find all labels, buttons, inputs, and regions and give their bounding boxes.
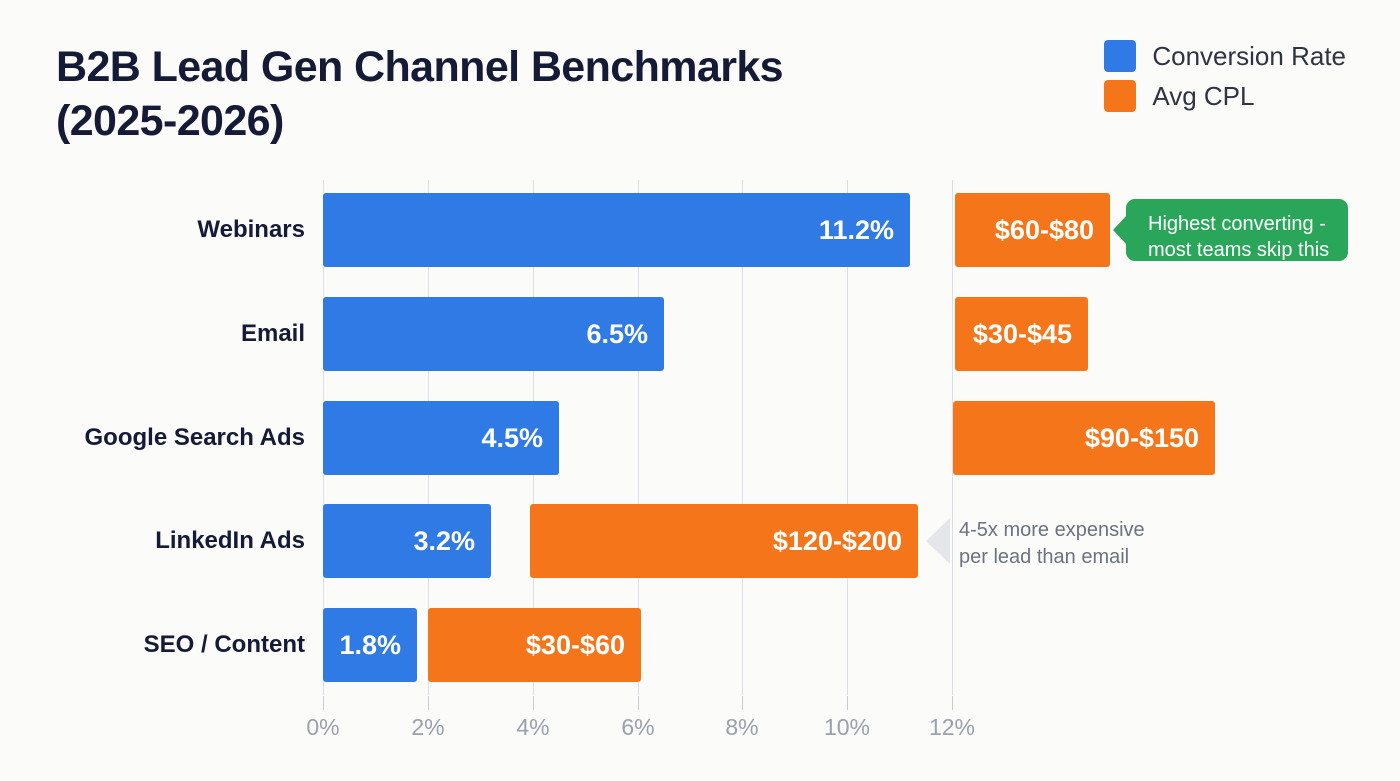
bar-value-label: 3.2% xyxy=(413,525,475,556)
axis-tick xyxy=(847,696,848,710)
axis-tick xyxy=(323,696,324,710)
bar-avg-cpl[interactable]: $60-$80 xyxy=(955,193,1110,267)
chart-row-email: Email 6.5% $30-$45 xyxy=(0,297,1400,401)
category-label: Email xyxy=(240,320,305,347)
bar-value-label: 6.5% xyxy=(586,318,648,349)
chart-row-linkedin-ads: LinkedIn Ads 3.2% $120-$200 4-5x more ex… xyxy=(0,504,1400,608)
axis-tick xyxy=(428,696,429,710)
axis-tick-label: 6% xyxy=(621,714,655,740)
bar-conversion-rate[interactable]: 3.2% xyxy=(323,504,491,578)
chart-row-seo-content: SEO / Content 1.8% $30-$60 xyxy=(0,608,1400,712)
bar-avg-cpl[interactable]: $30-$45 xyxy=(955,297,1088,371)
category-label: SEO / Content xyxy=(143,631,305,658)
category-label: Google Search Ads xyxy=(84,424,306,451)
chart-legend: Conversion Rate Avg CPL xyxy=(1104,40,1346,112)
legend-item-avg-cpl[interactable]: Avg CPL xyxy=(1104,80,1254,112)
x-axis: 0% 2% 4% 6% 8% 10% 12% xyxy=(0,696,1400,756)
bar-value-label: 1.8% xyxy=(339,629,401,660)
bar-avg-cpl[interactable]: $30-$60 xyxy=(428,608,641,682)
bar-value-label: 4.5% xyxy=(481,422,543,453)
bar-conversion-rate[interactable]: 4.5% xyxy=(323,401,559,475)
axis-tick-label: 4% xyxy=(516,714,550,740)
category-label: LinkedIn Ads xyxy=(155,527,305,554)
bar-value-label: 11.2% xyxy=(818,214,894,245)
bar-value-label: $60-$80 xyxy=(994,214,1094,245)
axis-tick-label: 10% xyxy=(823,714,871,740)
page-title: B2B Lead Gen Channel Benchmarks (2025-20… xyxy=(56,43,784,145)
legend-item-label: Avg CPL xyxy=(1152,80,1255,111)
bar-conversion-rate[interactable]: 11.2% xyxy=(323,193,910,267)
legend-item-conversion-rate[interactable]: Conversion Rate xyxy=(1104,40,1346,72)
annotation-note-linkedin: 4-5x more expensive per lead than email xyxy=(959,519,1145,568)
axis-tick-label: 8% xyxy=(725,714,759,740)
axis-tick xyxy=(742,696,743,710)
legend-swatch-icon xyxy=(1104,80,1137,112)
axis-tick-label: 12% xyxy=(928,714,976,740)
bar-avg-cpl[interactable]: $90-$150 xyxy=(953,401,1215,475)
annotation-callout-webinars: Highest converting - most teams skip thi… xyxy=(1126,199,1348,261)
axis-tick xyxy=(952,696,953,710)
category-label: Webinars xyxy=(197,216,305,243)
axis-tick xyxy=(533,696,534,710)
bar-value-label: $30-$60 xyxy=(525,629,625,660)
axis-tick xyxy=(638,696,639,710)
axis-tick-label: 2% xyxy=(411,714,445,740)
bar-conversion-rate[interactable]: 1.8% xyxy=(323,608,417,682)
axis-tick-label: 0% xyxy=(306,714,340,740)
annotation-arrow-icon xyxy=(926,518,950,564)
chart-row-google-search-ads: Google Search Ads 4.5% $90-$150 xyxy=(0,401,1400,505)
bar-value-label: $30-$45 xyxy=(972,318,1072,349)
legend-item-label: Conversion Rate xyxy=(1152,40,1346,71)
bar-conversion-rate[interactable]: 6.5% xyxy=(323,297,664,371)
legend-swatch-icon xyxy=(1104,40,1137,72)
bar-value-label: $120-$200 xyxy=(772,525,902,556)
bar-value-label: $90-$150 xyxy=(1084,422,1199,453)
chart-row-webinars: Webinars 11.2% $60-$80 Highest convertin… xyxy=(0,193,1400,297)
bar-avg-cpl[interactable]: $120-$200 xyxy=(530,504,918,578)
